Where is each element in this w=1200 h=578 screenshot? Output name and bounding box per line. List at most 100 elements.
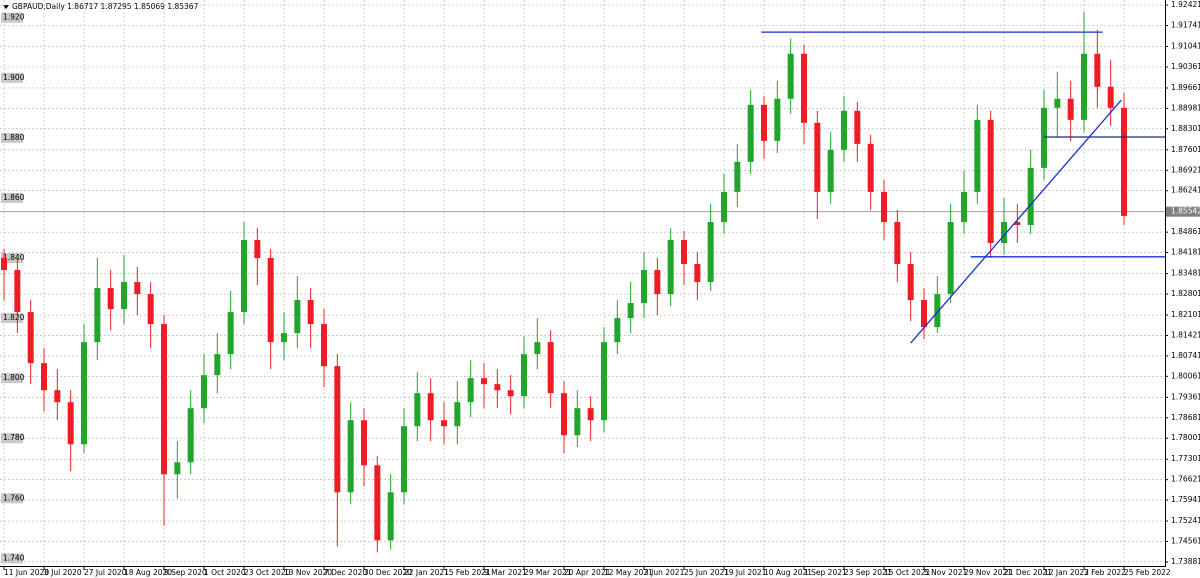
- candle-body: [27, 312, 34, 364]
- candle-body: [334, 366, 341, 493]
- level-label-bg: [1, 553, 23, 564]
- x-tick-label: 15 Feb 2021: [444, 568, 491, 577]
- candle-body: [201, 375, 207, 409]
- x-tick-label: 1 Sep 2021: [804, 568, 847, 577]
- candle-body: [41, 363, 47, 391]
- candle-body: [947, 221, 954, 295]
- candle-body: [1041, 107, 1047, 168]
- x-tick-label: 12 May 2021: [604, 568, 653, 577]
- level-label-bg: [1, 433, 23, 444]
- candle-body: [654, 270, 661, 295]
- candle-body: [534, 342, 541, 355]
- candle-body: [401, 426, 407, 493]
- candle-body: [961, 191, 967, 222]
- candle-body: [787, 53, 794, 99]
- level-label: 1.800: [3, 373, 25, 382]
- candle-body: [441, 420, 447, 427]
- x-tick-label: 7 Dec 2020: [324, 568, 367, 577]
- x-tick-label: 23 Oct 2020: [244, 568, 291, 577]
- candle-body: [561, 393, 567, 436]
- candle-body: [294, 300, 301, 334]
- candle-body: [574, 408, 581, 436]
- level-label-bg: [1, 192, 23, 203]
- candle-body: [187, 408, 194, 463]
- candle-body: [667, 239, 674, 295]
- y-tick-label: 1.82801: [1171, 289, 1200, 298]
- candle-body: [387, 492, 394, 541]
- candle-body: [681, 239, 687, 265]
- candle-body: [734, 161, 741, 192]
- level-label-bg: [1, 313, 23, 324]
- level-label: 1.860: [3, 193, 25, 202]
- candle-body: [814, 122, 821, 192]
- level-label: 1.760: [3, 493, 25, 502]
- candle-body: [507, 390, 514, 397]
- candle-body: [801, 53, 807, 123]
- candle-body: [467, 378, 474, 403]
- candle-body: [774, 98, 781, 141]
- y-tick-label: 1.87601: [1171, 145, 1200, 154]
- x-tick-label: 3 Jun 2021: [644, 568, 685, 577]
- candle-body: [174, 462, 181, 475]
- candle-body: [641, 270, 647, 304]
- candle-body: [827, 149, 834, 192]
- y-tick-label: 1.80741: [1171, 351, 1200, 360]
- y-tick-label: 1.80061: [1171, 371, 1200, 380]
- y-tick-label: 1.73881: [1171, 557, 1200, 566]
- candle-body: [881, 191, 887, 222]
- candle-body: [707, 221, 714, 283]
- candle-body: [894, 221, 901, 265]
- candle-body: [601, 342, 607, 421]
- candle-body: [147, 294, 154, 325]
- candle-body: [1001, 221, 1007, 243]
- candle-body: [627, 303, 634, 319]
- candle-body: [1027, 167, 1034, 225]
- y-tick-label: 1.78001: [1171, 433, 1200, 442]
- level-label-bg: [1, 12, 23, 23]
- candle-body: [614, 318, 621, 343]
- candle-body: [241, 239, 247, 313]
- x-tick-label: 1 Oct 2020: [204, 568, 246, 577]
- y-tick-label: 1.84181: [1171, 248, 1200, 257]
- candle-body: [161, 324, 167, 475]
- candle-body: [307, 300, 314, 325]
- level-label-bg: [1, 493, 23, 504]
- x-tick-label: 23 Sep 2021: [844, 568, 892, 577]
- candle-body: [1014, 221, 1021, 225]
- x-tick-label: 5 Nov 2021: [924, 568, 967, 577]
- candle-body: [761, 104, 767, 141]
- level-label: 1.840: [3, 253, 25, 262]
- candle-body: [547, 342, 554, 394]
- level-label-bg: [1, 373, 23, 384]
- candle-body: [1121, 107, 1127, 216]
- candle-body: [934, 294, 941, 328]
- candle-body: [81, 342, 87, 445]
- x-tick-label: 22 Jan 2021: [404, 568, 449, 577]
- candle-body: [14, 270, 21, 313]
- candle-body: [747, 104, 754, 162]
- candle-body: [1094, 53, 1101, 87]
- menu-icon[interactable]: [3, 5, 9, 9]
- level-label: 1.900: [3, 73, 25, 82]
- y-tick-label: 1.78681: [1171, 413, 1200, 422]
- candle-body: [987, 119, 994, 243]
- y-tick-label: 1.79361: [1171, 392, 1200, 401]
- candle-body: [1107, 86, 1114, 108]
- candle-body: [94, 288, 101, 343]
- chart-title: GBPAUD,Daily 1.86717 1.87295 1.85069 1.8…: [12, 2, 199, 11]
- x-tick-label: 29 Mar 2021: [524, 568, 572, 577]
- candle-body: [414, 393, 421, 427]
- candle-body: [321, 324, 327, 367]
- x-tick-label: 25 Feb 2022: [1124, 568, 1171, 577]
- candle-body: [227, 312, 234, 355]
- x-tick-label: 19 Jul 2021: [724, 568, 767, 577]
- candle-body: [134, 282, 141, 295]
- x-tick-label: 3 Feb 2022: [1084, 568, 1126, 577]
- y-tick-label: 1.75241: [1171, 516, 1200, 525]
- y-tick-label: 1.86241: [1171, 186, 1200, 195]
- y-tick-label: 1.91741: [1171, 21, 1200, 30]
- candle-body: [1081, 53, 1087, 120]
- y-tick-label: 1.81421: [1171, 330, 1200, 339]
- x-tick-label: 15 Oct 2021: [884, 568, 931, 577]
- x-tick-label: 9 Sep 2020: [164, 568, 207, 577]
